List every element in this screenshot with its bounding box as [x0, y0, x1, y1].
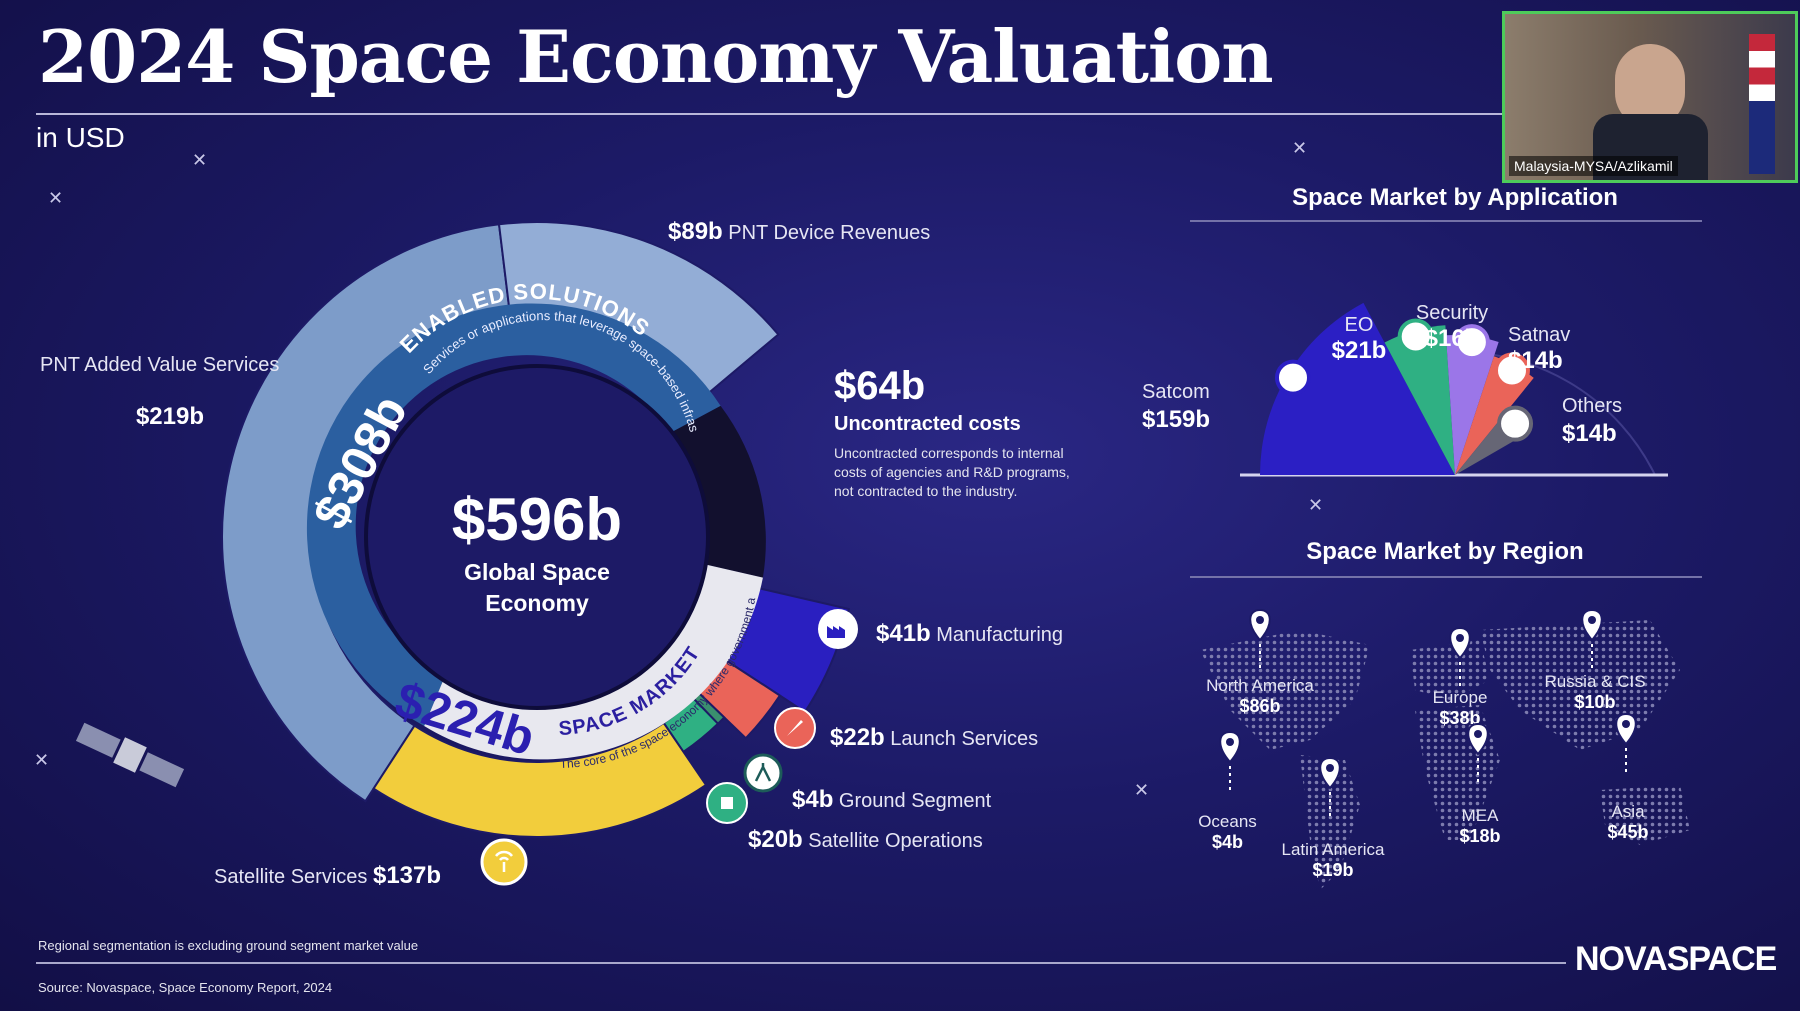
title-divider: [36, 113, 1506, 115]
region-pins: [1219, 608, 1637, 818]
application-chart-title: Space Market by Application: [1292, 184, 1618, 211]
pnt-device-label: $89b PNT Device Revenues: [668, 218, 931, 245]
application-slice-security: [1445, 335, 1499, 475]
star-icon: ✕: [1308, 495, 1324, 515]
region-latin-america: Latin America $19b: [1281, 840, 1385, 880]
region-asia: Asia $45b: [1607, 802, 1649, 842]
map-pin-icon: [1615, 712, 1637, 746]
uncontracted-costs-title: Uncontracted costs: [834, 413, 1021, 435]
region-oceans: Oceans $4b: [1198, 812, 1257, 852]
footer-divider: [36, 962, 1566, 964]
map-pin-icon: [1581, 608, 1603, 642]
uncontracted-costs-block: $64b Uncontracted costs Uncontracted cor…: [834, 364, 1084, 501]
launch-services-label: $22b Launch Services: [830, 724, 1039, 751]
region-chart-title: Space Market by Region: [1306, 538, 1584, 565]
map-pin-icon: [1319, 756, 1341, 790]
security-label: Security $16b: [1415, 302, 1489, 352]
region-europe: Europe $38b: [1432, 688, 1488, 728]
star-icon: ✕: [192, 150, 208, 170]
rocket-icon: [774, 707, 816, 749]
map-pin-icon: [1219, 730, 1241, 764]
application-slice-eo: [1384, 325, 1455, 475]
map-pin-icon: [1449, 626, 1471, 660]
star-icon: ✕: [34, 750, 50, 770]
source-note: Source: Novaspace, Space Economy Report,…: [38, 980, 333, 995]
pnt-added-value-label: PNT Added Value Services $219b: [40, 354, 280, 430]
footnote: Regional segmentation is excluding groun…: [38, 938, 419, 953]
star-icon: ✕: [1134, 780, 1150, 800]
application-icon-eo: [1397, 318, 1434, 355]
page-title: 2024 Space Economy Valuation: [38, 14, 1274, 99]
novaspace-logo: NOVASPACE: [1575, 940, 1777, 978]
application-icon-security: [1453, 324, 1490, 361]
page-subtitle: in USD: [36, 122, 125, 153]
application-icon-others: [1497, 405, 1534, 442]
star-icon: ✕: [1292, 138, 1308, 158]
factory-icon: [818, 609, 858, 649]
satcom-label: Satcom $159b: [1142, 381, 1211, 433]
flag-icon: [1749, 34, 1775, 174]
ground-segment-label: $4b Ground Segment: [792, 786, 992, 813]
map-pin-icon: [1467, 722, 1489, 756]
outer-segment-6: [372, 721, 708, 838]
satellite-services-label: Satellite Services $137b: [214, 862, 442, 889]
participant-name: Malaysia-MYSA/Azlikamil: [1509, 156, 1678, 176]
satellite-icon: [706, 782, 748, 824]
segment-icons: [75, 609, 858, 886]
uncontracted-costs-value: $64b: [834, 364, 926, 408]
map-pin-icon: [1249, 608, 1271, 642]
video-thumbnail[interactable]: Malaysia-MYSA/Azlikamil: [1502, 11, 1798, 183]
eo-label: EO $21b: [1331, 314, 1387, 364]
global-economy-value: $596b: [452, 486, 622, 553]
application-icon-satcom: [1274, 359, 1311, 396]
region-mea: MEA $18b: [1459, 806, 1501, 846]
star-icon: ✕: [48, 188, 64, 208]
application-fan-chart: [1240, 302, 1668, 477]
satnav-label: Satnav $14b: [1508, 324, 1571, 374]
uncontracted-costs-description: Uncontracted corresponds to internal cos…: [834, 445, 1070, 499]
region-north-america: North America $86b: [1206, 676, 1314, 716]
region-title-divider: [1190, 576, 1702, 578]
application-icon-satnav: [1493, 352, 1530, 389]
antenna-icon: [743, 753, 783, 793]
region-russia-cis: Russia & CIS $10b: [1544, 672, 1646, 712]
uncontracted-costs-segment: [670, 405, 766, 578]
application-title-divider: [1190, 220, 1702, 222]
satellite-operations-label: $20b Satellite Operations: [748, 826, 983, 853]
global-economy-label: Global Space Economy: [464, 559, 610, 616]
space-market-segment: [424, 563, 763, 760]
satellite-illustration-icon: [75, 722, 185, 788]
application-slice-satcom: [1260, 302, 1455, 475]
others-label: Others $14b: [1562, 395, 1623, 447]
manufacturing-label: $41b Manufacturing: [876, 620, 1064, 647]
signal-icon: [480, 838, 528, 886]
